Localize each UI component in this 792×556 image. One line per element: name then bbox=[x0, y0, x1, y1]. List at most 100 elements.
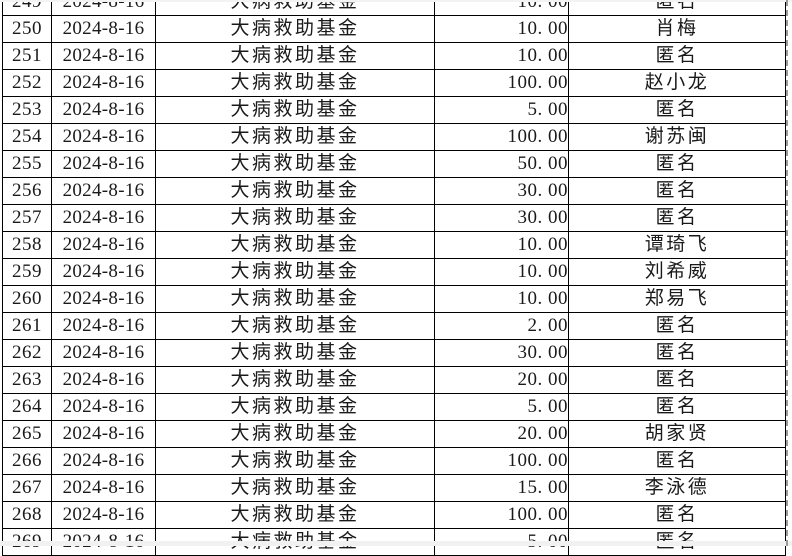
cell-amount[interactable]: 50. 00 bbox=[434, 150, 569, 178]
cell-amount[interactable]: 10. 00 bbox=[434, 285, 569, 313]
cell-fund[interactable]: 大病救助基金 bbox=[155, 312, 435, 340]
table-row[interactable]: 257 2024-8-16 大病救助基金 30. 00 匿名 bbox=[2, 204, 786, 232]
cell-date[interactable]: 2024-8-16 bbox=[51, 420, 156, 448]
cell-sequence[interactable]: 250 bbox=[2, 15, 52, 43]
cell-sequence[interactable]: 259 bbox=[2, 258, 52, 286]
cell-fund[interactable]: 大病救助基金 bbox=[155, 339, 435, 367]
cell-sequence[interactable]: 267 bbox=[2, 474, 52, 502]
table-row[interactable]: 254 2024-8-16 大病救助基金 100. 00 谢苏闽 bbox=[2, 123, 786, 151]
cell-sequence[interactable]: 249 bbox=[2, 0, 52, 16]
cell-amount[interactable]: 5. 00 bbox=[434, 393, 569, 421]
cell-date[interactable]: 2024-8-16 bbox=[51, 339, 156, 367]
cell-donor[interactable]: 匿名 bbox=[568, 150, 786, 178]
table-row[interactable]: 259 2024-8-16 大病救助基金 10. 00 刘希威 bbox=[2, 258, 786, 286]
table-row[interactable]: 253 2024-8-16 大病救助基金 5. 00 匿名 bbox=[2, 96, 786, 124]
cell-fund[interactable]: 大病救助基金 bbox=[155, 393, 435, 421]
cell-fund[interactable]: 大病救助基金 bbox=[155, 366, 435, 394]
cell-donor[interactable]: 匿名 bbox=[568, 447, 786, 475]
cell-fund[interactable]: 大病救助基金 bbox=[155, 15, 435, 43]
cell-donor[interactable]: 肖梅 bbox=[568, 15, 786, 43]
cell-sequence[interactable]: 256 bbox=[2, 177, 52, 205]
cell-fund[interactable]: 大病救助基金 bbox=[155, 69, 435, 97]
cell-amount[interactable]: 30. 00 bbox=[434, 177, 569, 205]
cell-amount[interactable]: 15. 00 bbox=[434, 474, 569, 502]
cell-amount[interactable]: 100. 00 bbox=[434, 447, 569, 475]
cell-amount[interactable]: 2. 00 bbox=[434, 312, 569, 340]
cell-sequence[interactable]: 251 bbox=[2, 42, 52, 70]
cell-sequence[interactable]: 254 bbox=[2, 123, 52, 151]
table-row[interactable]: 258 2024-8-16 大病救助基金 10. 00 谭琦飞 bbox=[2, 231, 786, 259]
cell-sequence[interactable]: 252 bbox=[2, 69, 52, 97]
cell-donor[interactable]: 匿名 bbox=[568, 501, 786, 529]
cell-date[interactable]: 2024-8-16 bbox=[51, 69, 156, 97]
cell-amount[interactable]: 30. 00 bbox=[434, 204, 569, 232]
cell-sequence[interactable]: 263 bbox=[2, 366, 52, 394]
cell-sequence[interactable]: 262 bbox=[2, 339, 52, 367]
cell-date[interactable]: 2024-8-16 bbox=[51, 204, 156, 232]
cell-amount[interactable]: 5. 00 bbox=[434, 96, 569, 124]
cell-date[interactable]: 2024-8-16 bbox=[51, 366, 156, 394]
cell-donor[interactable]: 匿名 bbox=[568, 0, 786, 16]
table-row[interactable]: 262 2024-8-16 大病救助基金 30. 00 匿名 bbox=[2, 339, 786, 367]
cell-date[interactable]: 2024-8-16 bbox=[51, 501, 156, 529]
cell-amount[interactable]: 100. 00 bbox=[434, 501, 569, 529]
cell-amount[interactable]: 10. 00 bbox=[434, 0, 569, 16]
cell-donor[interactable]: 匿名 bbox=[568, 366, 786, 394]
cell-fund[interactable]: 大病救助基金 bbox=[155, 420, 435, 448]
cell-donor[interactable]: 赵小龙 bbox=[568, 69, 786, 97]
cell-sequence[interactable]: 266 bbox=[2, 447, 52, 475]
table-row[interactable]: 266 2024-8-16 大病救助基金 100. 00 匿名 bbox=[2, 447, 786, 475]
cell-sequence[interactable]: 258 bbox=[2, 231, 52, 259]
cell-fund[interactable]: 大病救助基金 bbox=[155, 204, 435, 232]
table-row[interactable]: 264 2024-8-16 大病救助基金 5. 00 匿名 bbox=[2, 393, 786, 421]
table-row[interactable]: 255 2024-8-16 大病救助基金 50. 00 匿名 bbox=[2, 150, 786, 178]
cell-sequence[interactable]: 268 bbox=[2, 501, 52, 529]
table-row[interactable]: 250 2024-8-16 大病救助基金 10. 00 肖梅 bbox=[2, 15, 786, 43]
cell-amount[interactable]: 30. 00 bbox=[434, 339, 569, 367]
cell-amount[interactable]: 20. 00 bbox=[434, 420, 569, 448]
cell-sequence[interactable]: 253 bbox=[2, 96, 52, 124]
cell-fund[interactable]: 大病救助基金 bbox=[155, 96, 435, 124]
cell-date[interactable]: 2024-8-16 bbox=[51, 0, 156, 16]
table-row[interactable]: 252 2024-8-16 大病救助基金 100. 00 赵小龙 bbox=[2, 69, 786, 97]
cell-donor[interactable]: 郑易飞 bbox=[568, 285, 786, 313]
cell-date[interactable]: 2024-8-16 bbox=[51, 285, 156, 313]
cell-amount[interactable]: 100. 00 bbox=[434, 123, 569, 151]
table-row[interactable]: 268 2024-8-16 大病救助基金 100. 00 匿名 bbox=[2, 501, 786, 529]
table-row[interactable]: 249 2024-8-16 大病救助基金 10. 00 匿名 bbox=[2, 0, 786, 16]
cell-date[interactable]: 2024-8-16 bbox=[51, 231, 156, 259]
cell-amount[interactable]: 20. 00 bbox=[434, 366, 569, 394]
table-row[interactable]: 261 2024-8-16 大病救助基金 2. 00 匿名 bbox=[2, 312, 786, 340]
cell-fund[interactable]: 大病救助基金 bbox=[155, 123, 435, 151]
cell-sequence[interactable]: 257 bbox=[2, 204, 52, 232]
cell-date[interactable]: 2024-8-16 bbox=[51, 312, 156, 340]
cell-sequence[interactable]: 260 bbox=[2, 285, 52, 313]
cell-donor[interactable]: 匿名 bbox=[568, 177, 786, 205]
cell-fund[interactable]: 大病救助基金 bbox=[155, 285, 435, 313]
cell-donor[interactable]: 匿名 bbox=[568, 393, 786, 421]
cell-date[interactable]: 2024-8-16 bbox=[51, 474, 156, 502]
cell-fund[interactable]: 大病救助基金 bbox=[155, 474, 435, 502]
cell-donor[interactable]: 胡家贤 bbox=[568, 420, 786, 448]
cell-amount[interactable]: 100. 00 bbox=[434, 69, 569, 97]
cell-amount[interactable]: 10. 00 bbox=[434, 258, 569, 286]
cell-sequence[interactable]: 261 bbox=[2, 312, 52, 340]
cell-date[interactable]: 2024-8-16 bbox=[51, 447, 156, 475]
table-row[interactable]: 263 2024-8-16 大病救助基金 20. 00 匿名 bbox=[2, 366, 786, 394]
table-row[interactable]: 265 2024-8-16 大病救助基金 20. 00 胡家贤 bbox=[2, 420, 786, 448]
cell-amount[interactable]: 10. 00 bbox=[434, 231, 569, 259]
cell-fund[interactable]: 大病救助基金 bbox=[155, 150, 435, 178]
cell-sequence[interactable]: 255 bbox=[2, 150, 52, 178]
cell-date[interactable]: 2024-8-16 bbox=[51, 258, 156, 286]
cell-amount[interactable]: 10. 00 bbox=[434, 15, 569, 43]
cell-donor[interactable]: 匿名 bbox=[568, 96, 786, 124]
cell-donor[interactable]: 匿名 bbox=[568, 339, 786, 367]
cell-donor[interactable]: 谢苏闽 bbox=[568, 123, 786, 151]
cell-donor[interactable]: 匿名 bbox=[568, 204, 786, 232]
table-row[interactable]: 256 2024-8-16 大病救助基金 30. 00 匿名 bbox=[2, 177, 786, 205]
cell-date[interactable]: 2024-8-16 bbox=[51, 393, 156, 421]
cell-date[interactable]: 2024-8-16 bbox=[51, 96, 156, 124]
table-row[interactable]: 267 2024-8-16 大病救助基金 15. 00 李泳德 bbox=[2, 474, 786, 502]
cell-donor[interactable]: 刘希威 bbox=[568, 258, 786, 286]
cell-date[interactable]: 2024-8-16 bbox=[51, 15, 156, 43]
